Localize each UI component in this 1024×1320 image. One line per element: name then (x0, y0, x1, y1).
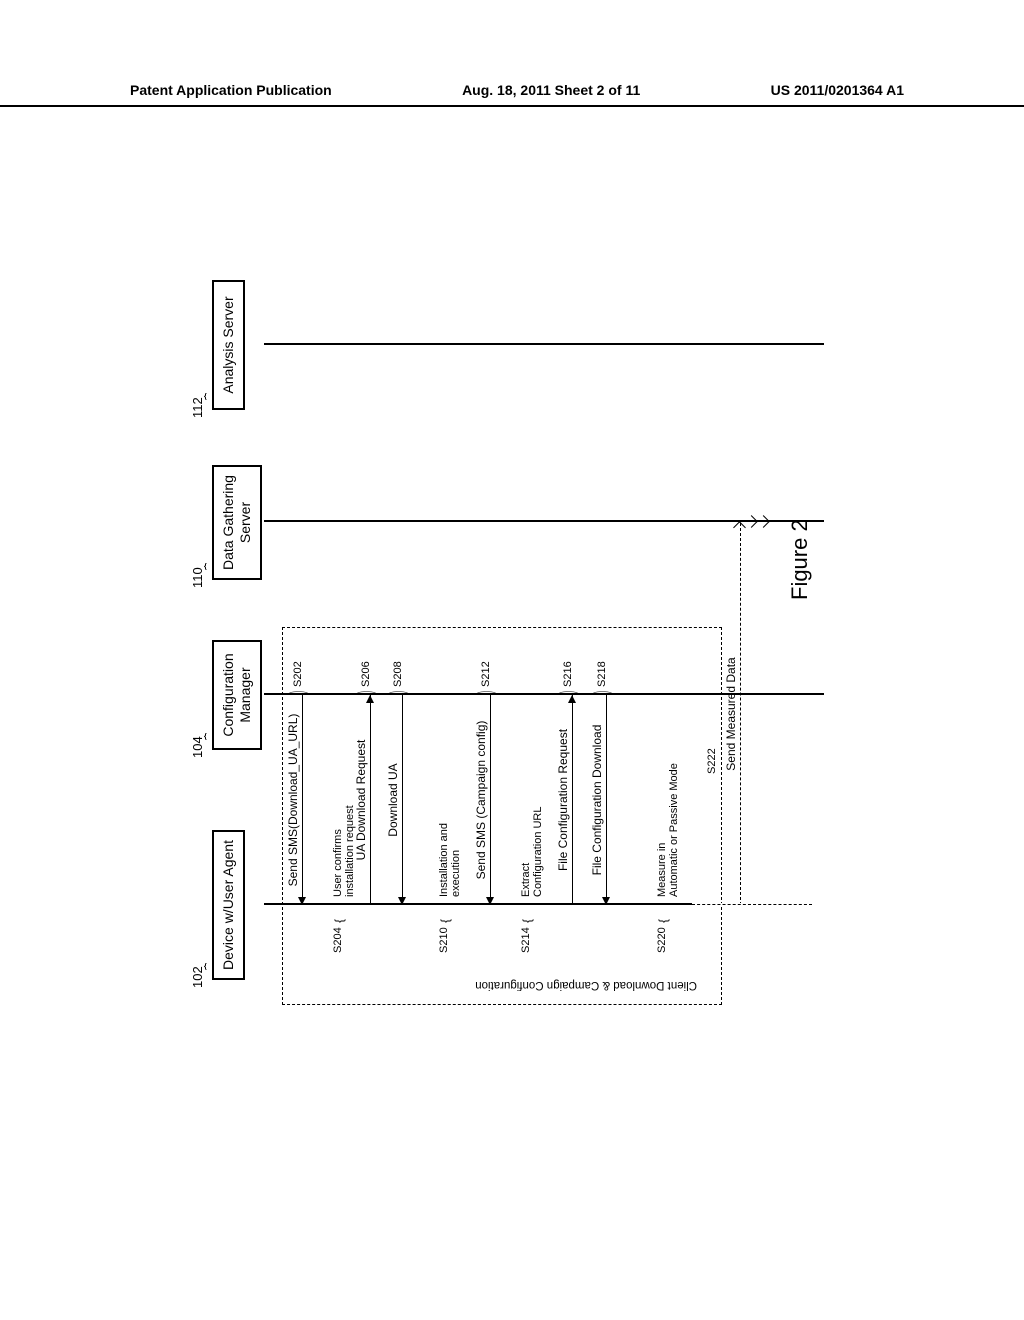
participant-box: Analysis Server (212, 280, 245, 410)
self-note: Installation andexecution (438, 823, 462, 897)
step-ref: S220 (656, 927, 668, 953)
self-note: Measure inAutomatic or Passive Mode (656, 763, 680, 897)
step-brace-icon: { (438, 919, 452, 923)
message-label: Send SMS (Campaign config) (474, 695, 488, 905)
step-brace-icon: { (332, 919, 346, 923)
message-line (606, 695, 607, 905)
step-brace-icon: { (520, 919, 534, 923)
participant-box: Device w/User Agent (212, 830, 245, 980)
arrowhead-icon (748, 519, 756, 527)
step-ref: S214 (520, 927, 532, 953)
self-note: ExtractConfiguration URL (520, 807, 544, 898)
step-ref: S212 (480, 661, 492, 687)
step-ref: S210 (438, 927, 450, 953)
step-brace-icon: ) (286, 691, 308, 693)
sequence-diagram: Device w/User Agent102⏞ConfigurationMana… (192, 240, 832, 1040)
step-ref: S218 (596, 661, 608, 687)
step-brace-icon: ) (386, 691, 408, 693)
message-line (402, 695, 403, 905)
participant-box: Data GatheringServer (212, 465, 262, 580)
brace-icon: ⏞ (204, 733, 219, 740)
header-center: Aug. 18, 2011 Sheet 2 of 11 (462, 82, 640, 98)
page-header: Patent Application Publication Aug. 18, … (0, 82, 1024, 98)
header-left: Patent Application Publication (130, 82, 332, 98)
step-ref: S208 (392, 661, 404, 687)
arrowhead-icon (760, 519, 768, 527)
lifeline-dashed (692, 904, 812, 905)
participant-ref: 102 (190, 966, 205, 988)
message-label: Send SMS(Download_UA_URL) (286, 695, 300, 905)
message-line (370, 695, 371, 905)
message-line (572, 695, 573, 905)
step-ref: S206 (360, 661, 372, 687)
brace-icon: ⏞ (204, 563, 219, 570)
message-label: Send Measured Data (724, 523, 738, 905)
group-label: Client Download & Campaign Configuration (475, 979, 697, 991)
message-label: File Configuration Request (556, 695, 570, 905)
step-ref: S204 (332, 927, 344, 953)
step-brace-icon: ) (590, 691, 612, 693)
message-label: Download UA (386, 695, 400, 905)
header-rule (0, 105, 1024, 107)
step-brace-icon: ) (556, 691, 578, 693)
message-line (740, 523, 741, 905)
participant-box: ConfigurationManager (212, 640, 262, 750)
figure-caption: Figure 2 (787, 519, 813, 600)
participant-ref: 104 (190, 736, 205, 758)
message-label: UA Download Request (354, 695, 368, 905)
brace-icon: ⏞ (204, 393, 219, 400)
self-note: User confirmsinstallation request (332, 805, 356, 897)
step-ref: S222 (706, 748, 718, 774)
brace-icon: ⏞ (204, 963, 219, 970)
step-ref: S202 (292, 661, 304, 687)
step-brace-icon: { (656, 919, 670, 923)
lifeline (264, 343, 824, 345)
message-line (490, 695, 491, 905)
header-right: US 2011/0201364 A1 (771, 82, 904, 98)
step-ref: S216 (562, 661, 574, 687)
participant-ref: 112 (190, 397, 205, 418)
step-brace-icon: ) (354, 691, 376, 693)
participant-ref: 110 (190, 567, 205, 588)
message-label: File Configuration Download (590, 695, 604, 905)
step-brace-icon: ) (474, 691, 496, 693)
message-line (302, 695, 303, 905)
